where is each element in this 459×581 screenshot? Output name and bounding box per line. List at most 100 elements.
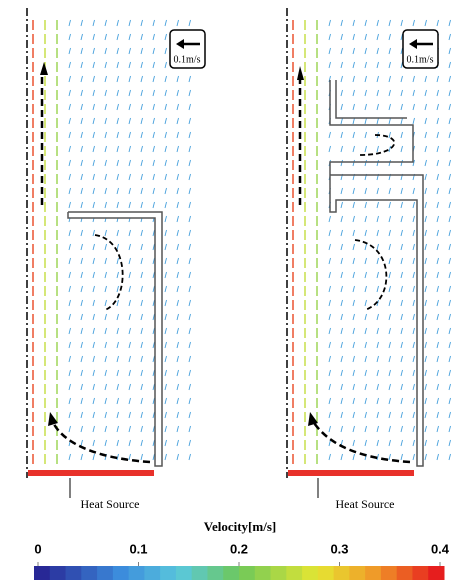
velocity-vector [449,216,451,222]
velocity-vector [401,258,403,264]
velocity-vector [141,426,143,432]
velocity-vector [341,188,343,194]
velocity-vector [401,342,403,348]
velocity-vector [93,90,95,96]
velocity-vector [117,412,119,418]
velocity-vector [93,48,95,54]
velocity-vector [129,104,131,110]
velocity-vector [93,384,95,390]
velocity-vector [437,104,439,110]
velocity-vector [449,426,451,432]
velocity-vector [437,188,439,194]
velocity-vector [413,384,415,390]
velocity-vector [437,174,439,180]
velocity-vector [129,454,131,460]
velocity-vector [329,300,331,306]
velocity-vector [437,440,439,446]
velocity-vector [141,146,143,152]
velocity-vector [365,90,367,96]
velocity-vector [189,104,191,110]
velocity-vector [389,286,391,292]
velocity-vector [437,244,439,250]
velocity-vector [93,412,95,418]
velocity-vector [365,384,367,390]
velocity-vector [389,300,391,306]
velocity-vector [329,328,331,334]
velocity-vector [177,160,179,166]
velocity-vector [377,34,379,40]
velocity-vector [425,370,427,376]
velocity-vector [413,90,415,96]
velocity-vector [389,384,391,390]
velocity-vector [189,174,191,180]
velocity-vector [377,160,379,166]
velocity-vector [365,202,367,208]
velocity-vector [365,76,367,82]
velocity-vector [389,230,391,236]
velocity-vector [117,132,119,138]
velocity-vector [425,90,427,96]
velocity-vector [141,286,143,292]
velocity-vector [69,76,71,82]
velocity-vector [189,216,191,222]
velocity-vector [93,174,95,180]
velocity-vector [425,132,427,138]
velocity-vector [141,90,143,96]
velocity-vector [401,426,403,432]
colorbar-swatch [318,566,334,580]
velocity-vector [81,356,83,362]
velocity-vector [93,342,95,348]
velocity-vector [341,454,343,460]
velocity-vector [189,314,191,320]
velocity-vector [93,286,95,292]
velocity-vector [389,202,391,208]
velocity-vector [69,34,71,40]
velocity-vector [93,230,95,236]
velocity-vector [105,20,107,26]
velocity-vector [353,314,355,320]
wall [336,80,407,118]
velocity-vector [365,370,367,376]
velocity-vector [353,286,355,292]
velocity-vector [449,118,451,124]
velocity-vector [117,272,119,278]
velocity-vector [365,342,367,348]
velocity-vector [117,384,119,390]
velocity-vector [189,132,191,138]
velocity-vector [413,272,415,278]
velocity-vector [377,202,379,208]
velocity-vector [329,146,331,152]
colorbar-swatch [239,566,255,580]
velocity-vector [177,216,179,222]
velocity-vector [81,62,83,68]
velocity-vector [437,20,439,26]
velocity-vector [165,230,167,236]
velocity-vector [413,188,415,194]
velocity-vector [117,20,119,26]
velocity-vector [377,426,379,432]
velocity-vector [69,272,71,278]
velocity-vector [365,104,367,110]
velocity-vector [129,76,131,82]
velocity-vector [141,454,143,460]
velocity-vector [389,440,391,446]
velocity-vector [189,454,191,460]
velocity-vector [401,230,403,236]
colorbar-title: Velocity[m/s] [204,519,276,534]
velocity-vector [105,244,107,250]
velocity-vector [329,412,331,418]
velocity-vector [449,272,451,278]
velocity-vector [341,398,343,404]
velocity-vector [189,20,191,26]
velocity-vector [353,76,355,82]
velocity-vector [389,132,391,138]
velocity-vector [81,300,83,306]
velocity-vector [389,454,391,460]
velocity-vector [425,314,427,320]
velocity-vector [165,118,167,124]
velocity-vector [341,412,343,418]
velocity-vector [437,286,439,292]
velocity-vector [365,146,367,152]
velocity-vector [389,34,391,40]
velocity-vector [413,454,415,460]
